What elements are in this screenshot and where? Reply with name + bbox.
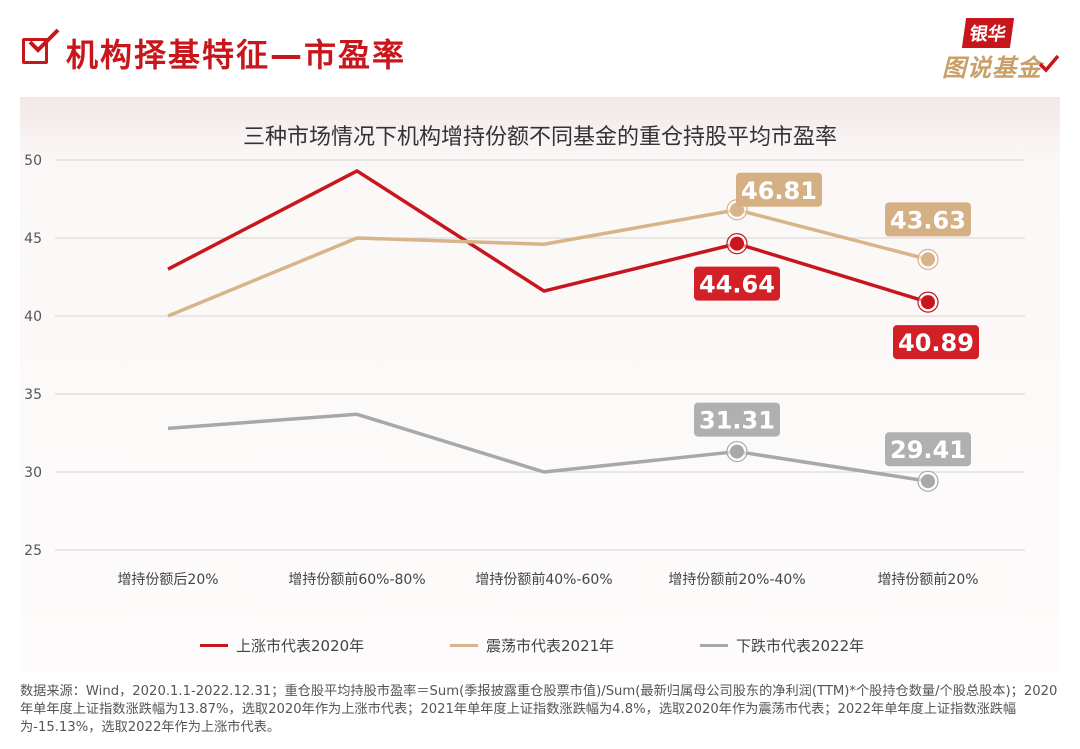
y-tick-label: 40 — [24, 309, 42, 325]
legend-label: 上涨市代表2020年 — [236, 637, 365, 655]
data-label: 40.89 — [898, 329, 974, 357]
y-tick-label: 30 — [24, 465, 42, 481]
logo-top-text: 银华 — [961, 18, 1015, 48]
x-tick-label: 增持份额前20%-40% — [668, 571, 805, 588]
legend-label: 震荡市代表2021年 — [486, 637, 615, 655]
line-chart: 25 30 35 40 45 50 增持份额后20% 增持份额前60%-80% 增持份额前40%… — [24, 153, 1025, 588]
data-point — [921, 252, 935, 267]
data-label: 31.31 — [699, 407, 775, 435]
chart-legend: 上涨市代表2020年 震荡市代表2021年 下跌市代表2022年 — [20, 635, 1060, 657]
data-label: 29.41 — [890, 436, 966, 464]
legend-swatch — [200, 644, 228, 647]
series-line-3 — [167, 412, 929, 483]
data-point — [921, 474, 935, 489]
data-point — [730, 444, 744, 459]
data-label-box — [885, 202, 971, 237]
data-label: 46.81 — [741, 177, 817, 205]
footnote: 数据来源：Wind，2020.1.1-2022.12.31；重仓股平均持股市盈率… — [20, 684, 1058, 735]
x-tick-label: 增持份额前20% — [877, 571, 978, 588]
data-label: 44.64 — [699, 271, 775, 299]
x-tick-label: 增持份额后20% — [117, 572, 218, 588]
header: 机构择基特征—市盈率 银华 图说基金 — [0, 0, 1080, 95]
y-tick-label: 25 — [24, 543, 42, 559]
page-title: 机构择基特征—市盈率 — [66, 36, 407, 74]
x-tick-label: 增持份额前40%-60% — [475, 571, 612, 588]
series-line-2 — [167, 208, 929, 318]
legend-swatch — [700, 644, 728, 647]
logo-check-icon — [1038, 54, 1060, 73]
series-line-1 — [167, 169, 929, 304]
data-label: 43.63 — [890, 206, 966, 234]
data-label-box — [694, 266, 780, 301]
y-tick-label: 35 — [24, 387, 42, 403]
chart-title: 三种市场情况下机构增持份额不同基金的重仓持股平均市盈率 — [242, 125, 837, 150]
data-label-box — [736, 172, 822, 207]
brand-logo: 银华 图说基金 — [930, 18, 1060, 82]
x-tick-label: 增持份额前60%-80% — [288, 571, 425, 588]
checkbox-icon — [22, 38, 48, 64]
legend-item: 下跌市代表2022年 — [700, 635, 864, 656]
data-point — [730, 236, 744, 251]
check-icon — [28, 28, 60, 53]
data-label-box — [893, 325, 979, 360]
chart-panel: 三种市场情况下机构增持份额不同基金的重仓持股平均市盈率 25 30 35 40 45 50… — [20, 97, 1060, 671]
y-tick-label: 45 — [24, 231, 42, 247]
y-tick-label: 50 — [24, 153, 42, 169]
data-label-box — [694, 402, 780, 437]
legend-item: 上涨市代表2020年 — [200, 635, 364, 656]
logo-bottom-text: 图说基金 — [942, 54, 1042, 82]
data-label-box — [885, 432, 971, 467]
legend-label: 下跌市代表2022年 — [736, 637, 865, 655]
legend-item: 震荡市代表2021年 — [450, 635, 614, 656]
data-point — [921, 295, 935, 310]
legend-swatch — [450, 644, 478, 647]
